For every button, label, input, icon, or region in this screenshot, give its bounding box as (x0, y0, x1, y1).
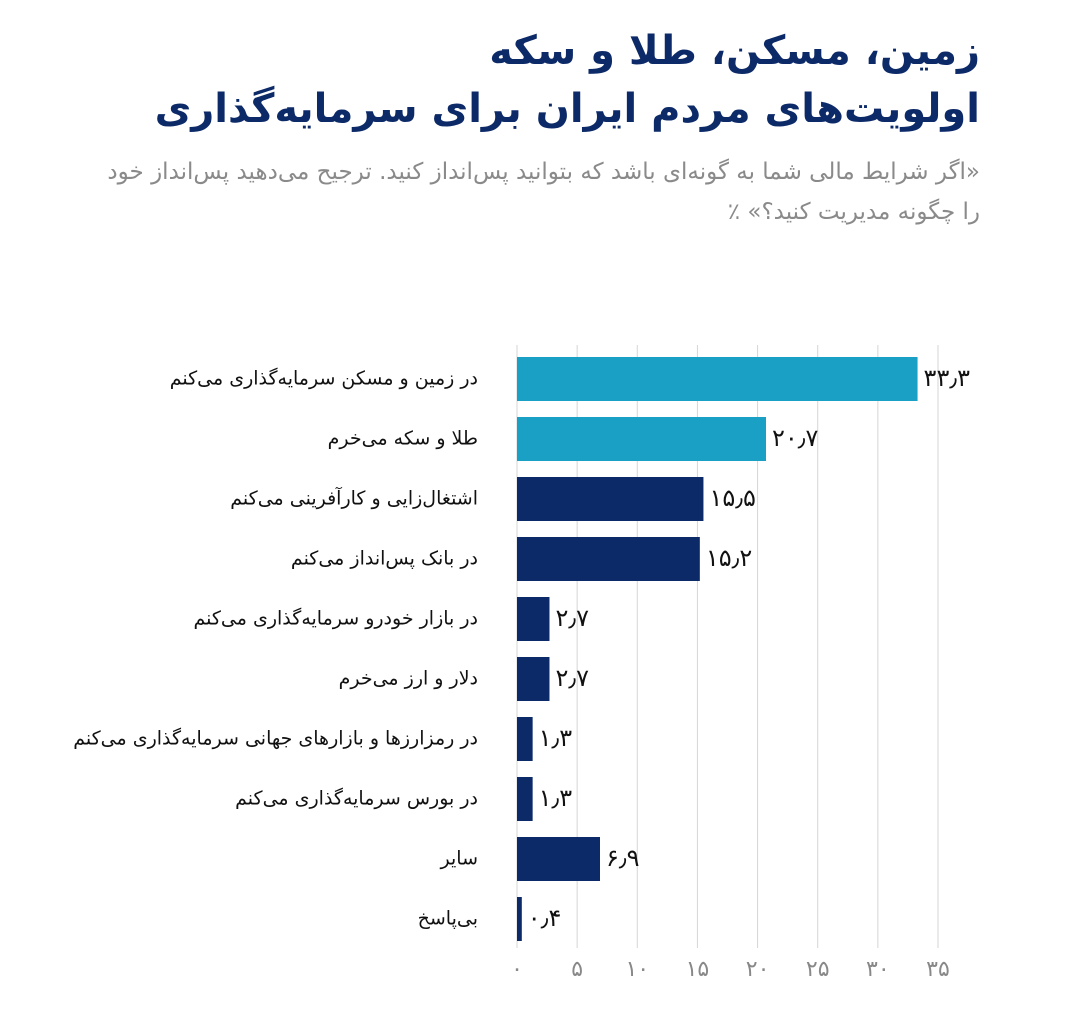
bar (517, 357, 918, 401)
chart-title: زمین، مسکن، طلا و سکه (489, 28, 980, 74)
x-tick-label: ۰ (511, 957, 523, 982)
x-tick-label: ۲۵ (806, 957, 830, 982)
x-tick-label: ۳۵ (926, 957, 950, 982)
y-tick-label: بی‌پاسخ (418, 908, 478, 930)
value-label: ۲٫۷ (555, 604, 589, 632)
y-tick-label: در رمزارزها و بازارهای جهانی سرمایه‌گذار… (73, 727, 478, 750)
value-label: ۱٫۳ (539, 784, 573, 812)
bar (517, 657, 550, 701)
bar (517, 477, 704, 521)
y-tick-label: طلا و سکه می‌خرم (328, 428, 478, 450)
bar (517, 417, 766, 461)
x-tick-label: ۱۵ (686, 957, 710, 982)
y-tick-label: در زمین و مسکن سرمایه‌گذاری می‌کنم (170, 367, 478, 390)
chart-title: اولویت‌های مردم ایران برای سرمایه‌گذاری (154, 86, 980, 132)
value-label: ۲۰٫۷ (772, 424, 819, 452)
bar (517, 837, 600, 881)
y-tick-label: سایر (440, 848, 478, 870)
x-tick-label: ۳۰ (866, 957, 890, 982)
bar (517, 597, 550, 641)
y-tick-label: اشتغال‌زایی و کارآفرینی می‌کنم (230, 486, 478, 510)
value-label: ۰٫۴ (528, 904, 562, 932)
value-label: ۱٫۳ (539, 724, 573, 752)
value-label: ۱۵٫۲ (706, 544, 752, 572)
value-label: ۱۵٫۵ (709, 484, 755, 512)
bar (517, 897, 522, 941)
bar (517, 777, 533, 821)
x-tick-label: ۵ (571, 957, 583, 982)
x-tick-label: ۲۰ (746, 957, 770, 982)
bar (517, 717, 533, 761)
value-label: ۲٫۷ (555, 664, 589, 692)
y-tick-label: در بورس سرمایه‌گذاری می‌کنم (235, 787, 478, 810)
header: زمین، مسکن، طلا و سکه اولویت‌های مردم ای… (100, 22, 980, 232)
y-tick-label: دلار و ارز می‌خرم (339, 668, 478, 690)
y-tick-label: در بازار خودرو سرمایه‌گذاری می‌کنم (194, 607, 479, 630)
value-label: ۶٫۹ (606, 844, 640, 872)
value-label: ۳۳٫۳ (924, 364, 971, 392)
chart-subtitle: «اگر شرایط مالی شما به گونه‌ای باشد که ب… (107, 159, 980, 225)
x-tick-label: ۱۰ (625, 957, 649, 982)
y-tick-label: در بانک پس‌انداز می‌کنم (291, 548, 478, 570)
bar (517, 537, 700, 581)
